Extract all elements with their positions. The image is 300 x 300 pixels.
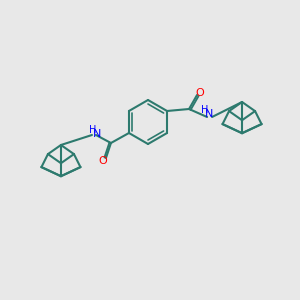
Text: H: H [89, 125, 97, 135]
Text: H: H [201, 105, 209, 115]
Text: N: N [93, 129, 101, 139]
Text: N: N [205, 109, 213, 119]
Text: O: O [196, 88, 204, 98]
Text: O: O [99, 156, 107, 166]
